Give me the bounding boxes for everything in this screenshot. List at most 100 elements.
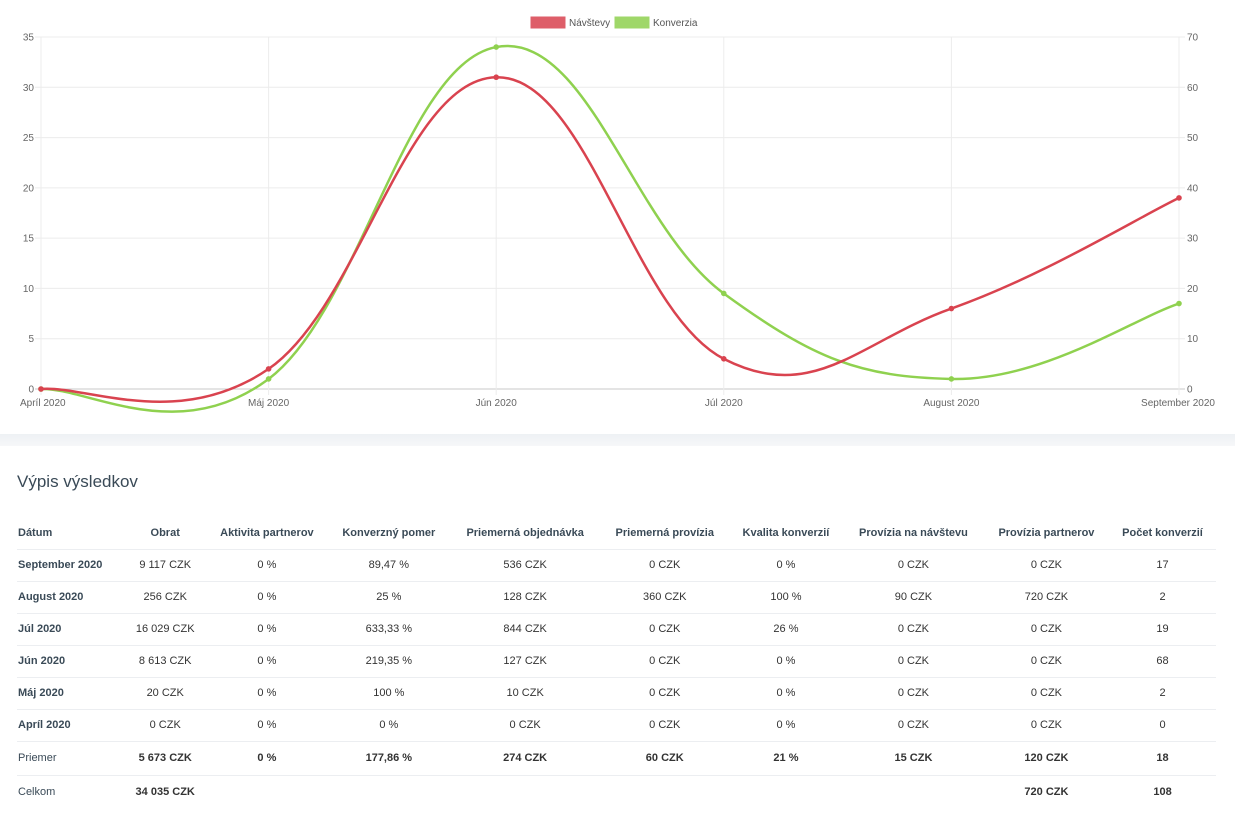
table-row: August 2020 256 CZK 0 % 25 % 128 CZK 360 CZK 1… (17, 581, 1216, 614)
table-cell: 25 % (328, 581, 450, 614)
series-line-konverzia (40, 44, 1180, 413)
row-label-cell: Apríl 2020 (17, 709, 125, 742)
y-right-tick-label: 70 (1187, 33, 1199, 44)
y-left-tick-label: 5 (28, 334, 34, 345)
table-cell: 256 CZK (124, 581, 206, 614)
table-cell (450, 775, 601, 809)
column-header: Dátum (17, 517, 125, 550)
table-cell: 0 CZK (983, 613, 1110, 646)
table-cell: 720 CZK (1024, 786, 1069, 799)
table-cell: 127 CZK (449, 645, 601, 678)
results-section: Výpis výsledkov Dátum Obrat Aktivita par… (0, 446, 1235, 822)
table-cell: 100 % (328, 677, 450, 710)
table-cell: 0 % (205, 741, 329, 776)
table-cell: 0 CZK (600, 677, 729, 710)
table-cell: 0 CZK (600, 549, 729, 582)
row-label-cell: Máj 2020 (17, 677, 125, 710)
table-cell: 100 % (728, 581, 844, 614)
table-cell: 9 117 CZK (124, 549, 206, 582)
data-point-navstevy (1176, 195, 1182, 201)
x-tick-label: Apríl 2020 (20, 398, 66, 409)
table-row: Júl 2020 16 029 CZK 0 % 633,33 % 844 CZK 0 CZ… (17, 613, 1216, 646)
table-cell: 20 CZK (124, 677, 206, 710)
legend-swatch-navstevy (530, 16, 566, 29)
x-tick-label: August 2020 (923, 398, 980, 409)
table-cell (843, 775, 984, 809)
table-cell: 0 % (205, 549, 329, 582)
table-cell: 0 CZK (600, 709, 729, 742)
table-cell: 128 CZK (449, 581, 601, 614)
data-point-konverzia (721, 290, 727, 297)
table-row: Apríl 2020 0 CZK 0 % 0 % 0 CZK 0 CZK 0 % 0 CZK 0… (17, 709, 1216, 742)
data-point-konverzia (493, 44, 500, 50)
column-header: Priemerná objednávka (449, 517, 601, 550)
table-cell: 0 % (328, 709, 450, 742)
table-cell: 2 (1109, 677, 1216, 710)
table-cell: 0 CZK (600, 613, 729, 646)
table-cell: 633,33 % (328, 613, 450, 646)
table-cell: 0 % (205, 581, 329, 614)
table-cell: 720 CZK (983, 581, 1110, 614)
data-point-navstevy (948, 305, 955, 312)
results-table: Dátum Obrat Aktivita partnerov Konverzný… (17, 517, 1216, 809)
y-right-tick-label: 30 (1187, 234, 1199, 245)
table-cell: 10 CZK (449, 677, 601, 710)
table-cell: 0 CZK (843, 613, 984, 646)
line-chart: 0 5 10 15 20 25 30 35 0 10 20 30 40 50 60 70 Apríl 2020 M… (20, 16, 1215, 413)
data-point-konverzia (1176, 300, 1182, 307)
table-cell: 844 CZK (449, 613, 601, 646)
table-cell: 26 % (728, 613, 844, 646)
table-cell: 5 673 CZK (124, 741, 206, 776)
y-left-tick-label: 20 (23, 183, 35, 194)
row-label-cell: September 2020 (17, 549, 125, 582)
y-left-tick-label: 25 (23, 133, 35, 144)
row-label-cell: Priemer (17, 741, 125, 776)
table-cell: 0 CZK (843, 549, 984, 582)
table-cell: 68 (1109, 645, 1216, 678)
column-header: Obrat (124, 517, 206, 550)
table-cell: 0 CZK (983, 549, 1110, 582)
results-title: Výpis výsledkov (17, 472, 138, 491)
x-tick-label: Máj 2020 (248, 398, 290, 409)
table-cell: 0 % (728, 677, 844, 710)
column-header: Provízia partnerov (983, 517, 1110, 550)
legend-label-navstevy: Návštevy (569, 18, 610, 29)
column-header: Aktivita partnerov (205, 517, 329, 550)
y-right-tick-label: 0 (1187, 385, 1193, 396)
table-cell: 16 029 CZK (124, 613, 206, 646)
row-label-cell: Jún 2020 (17, 645, 125, 678)
table-cell (328, 775, 450, 809)
table-cell: 60 CZK (600, 741, 729, 776)
table-header-row: Dátum Obrat Aktivita partnerov Konverzný… (17, 517, 1216, 550)
column-header: Počet konverzií (1109, 517, 1216, 550)
table-cell: 0 % (205, 613, 329, 646)
table-cell: 360 CZK (600, 581, 729, 614)
x-tick-label: Júl 2020 (705, 398, 743, 409)
x-tick-label: Jún 2020 (476, 398, 518, 409)
y-right-tick-label: 20 (1187, 284, 1199, 295)
table-cell: 0 CZK (600, 645, 729, 678)
section-divider (0, 434, 1235, 446)
table-cell: 177,86 % (328, 741, 450, 776)
table-cell: 15 CZK (843, 741, 984, 776)
table-cell (601, 775, 729, 809)
data-point-navstevy (38, 386, 44, 392)
table-cell: 536 CZK (449, 549, 601, 582)
average-row: Priemer 5 673 CZK 0 % 177,86 % 274 CZK 60 CZK… (17, 741, 1216, 776)
table-cell: 0 CZK (983, 645, 1110, 678)
series-line-navstevy (40, 75, 1180, 404)
table-cell: 274 CZK (449, 741, 601, 776)
table-cell: 0 % (205, 677, 329, 710)
table-cell: 0 % (205, 709, 329, 742)
y-left-tick-label: 0 (28, 385, 34, 396)
column-header: Priemerná provízia (600, 517, 729, 550)
table-cell: 0 % (728, 645, 844, 678)
x-tick-label: September 2020 (1141, 398, 1215, 409)
legend-label-konverzia: Konverzia (653, 18, 698, 29)
y-left-tick-label: 10 (23, 284, 35, 295)
data-point-navstevy (721, 356, 727, 362)
table-cell: 0 (1109, 709, 1216, 742)
table-row: Máj 2020 20 CZK 0 % 100 % 10 CZK 0 CZK 0 % 0 CZ… (17, 677, 1216, 710)
row-label-cell: Júl 2020 (17, 613, 125, 646)
table-cell: 0 % (728, 709, 844, 742)
